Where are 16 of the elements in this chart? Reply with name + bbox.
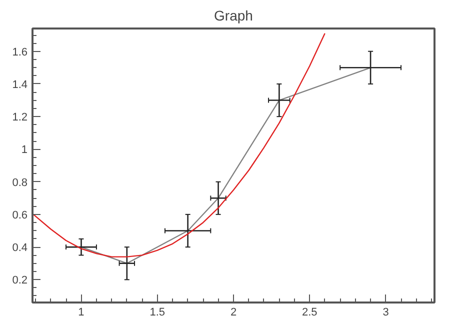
y-tick-label: 1 (21, 144, 28, 156)
y-tick-label: 1.4 (12, 78, 28, 91)
line-series (32, 32, 326, 258)
x-tick-label: 2 (230, 306, 237, 318)
x-tick-label: 2.5 (302, 306, 318, 318)
x-tick-label: 3 (382, 306, 389, 318)
x-tick-label: 1.5 (150, 306, 166, 318)
y-tick-label: 0.2 (12, 274, 28, 287)
y-tick-label: 1.6 (12, 46, 28, 58)
y-tick-label: 0.6 (12, 209, 28, 222)
y-tick-label: 0.8 (12, 176, 28, 189)
y-tick-label: 1.2 (12, 112, 28, 124)
y-tick-label: 0.4 (12, 242, 28, 254)
line-series (80, 67, 372, 264)
x-tick-label: 1 (78, 306, 84, 318)
chart-title: Graph (214, 8, 253, 24)
